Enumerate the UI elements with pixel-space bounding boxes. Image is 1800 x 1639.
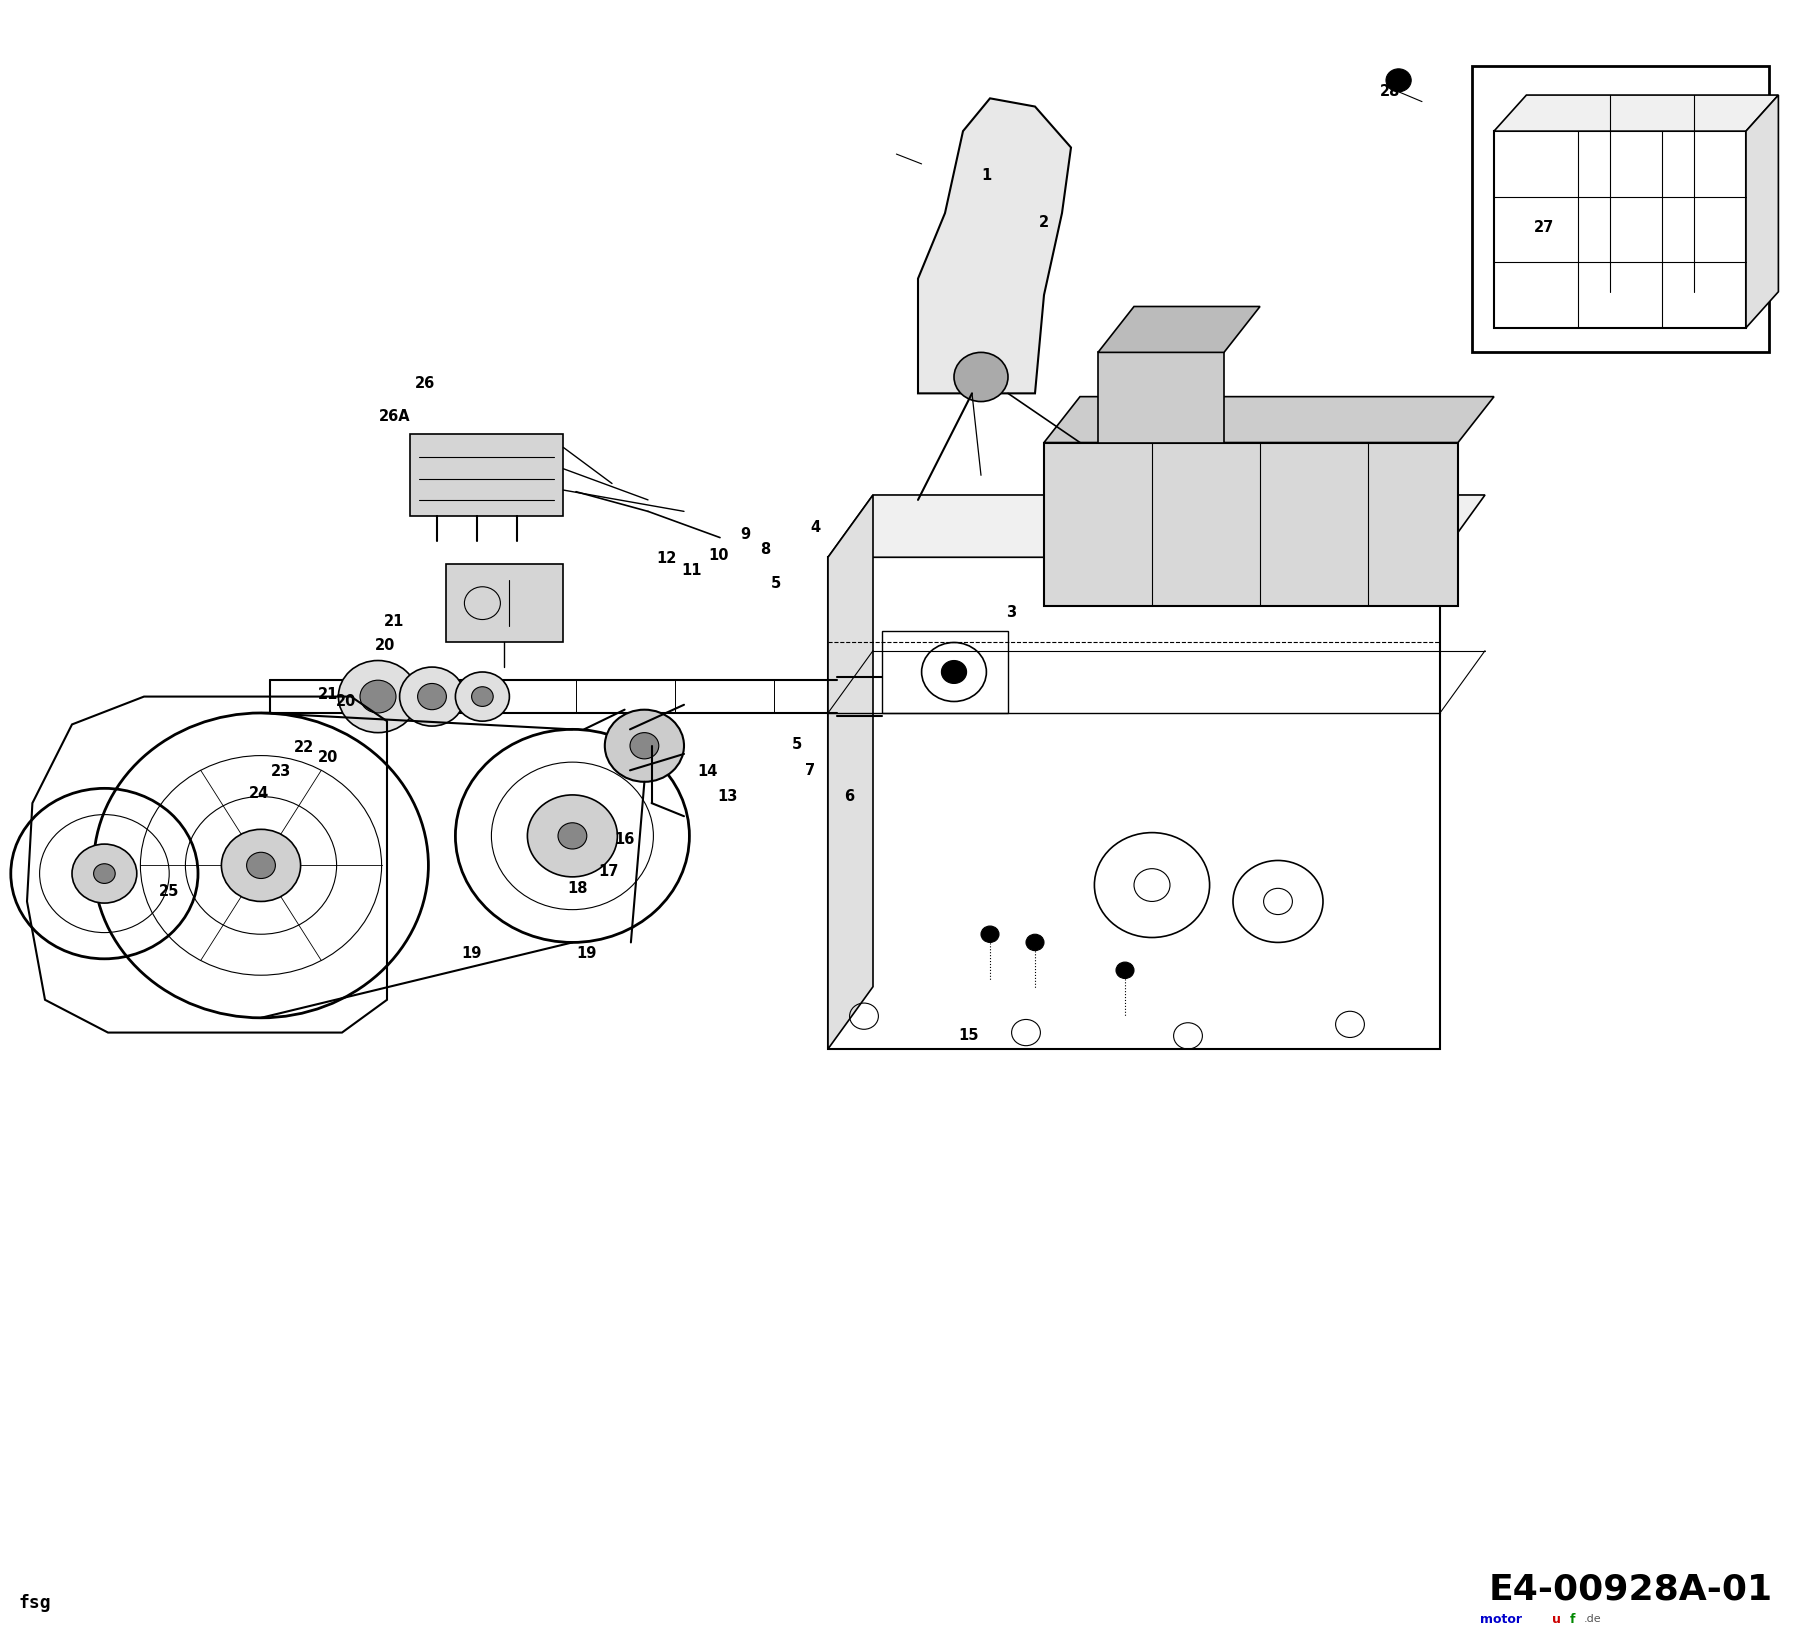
Text: 4: 4 xyxy=(810,520,821,536)
Polygon shape xyxy=(1044,443,1458,606)
Polygon shape xyxy=(1098,352,1224,443)
Polygon shape xyxy=(1746,95,1778,328)
Polygon shape xyxy=(1472,66,1769,352)
Circle shape xyxy=(941,661,967,683)
Circle shape xyxy=(1386,69,1411,92)
Circle shape xyxy=(455,672,509,721)
Text: 19: 19 xyxy=(576,946,598,962)
Circle shape xyxy=(527,795,617,877)
Text: 18: 18 xyxy=(567,880,589,897)
Text: E4-00928A-01: E4-00928A-01 xyxy=(1489,1573,1773,1606)
Circle shape xyxy=(605,710,684,782)
Text: 20: 20 xyxy=(317,749,338,765)
Circle shape xyxy=(94,864,115,883)
Polygon shape xyxy=(918,98,1071,393)
Text: 23: 23 xyxy=(270,764,292,780)
Text: 16: 16 xyxy=(614,831,635,847)
Text: 21: 21 xyxy=(317,687,338,703)
Polygon shape xyxy=(828,495,1485,557)
Text: f: f xyxy=(1570,1613,1575,1626)
Text: .de: .de xyxy=(1584,1614,1602,1624)
Text: 22: 22 xyxy=(293,739,315,756)
Text: 1: 1 xyxy=(981,167,992,184)
Circle shape xyxy=(400,667,464,726)
Circle shape xyxy=(221,829,301,901)
Text: 21: 21 xyxy=(383,613,405,629)
Text: 20: 20 xyxy=(335,693,356,710)
Circle shape xyxy=(72,844,137,903)
Circle shape xyxy=(558,823,587,849)
Text: 25: 25 xyxy=(158,883,180,900)
Text: u: u xyxy=(1552,1613,1561,1626)
Text: 19: 19 xyxy=(461,946,482,962)
Text: 14: 14 xyxy=(697,764,718,780)
Circle shape xyxy=(472,687,493,706)
Text: 10: 10 xyxy=(707,547,729,564)
Text: 3: 3 xyxy=(1006,605,1017,621)
Text: fsg: fsg xyxy=(18,1595,50,1611)
Text: 12: 12 xyxy=(655,551,677,567)
Text: 26A: 26A xyxy=(378,408,410,425)
Text: 20: 20 xyxy=(374,638,396,654)
Polygon shape xyxy=(828,495,873,1049)
Text: 8: 8 xyxy=(760,541,770,557)
Polygon shape xyxy=(1098,306,1260,352)
Circle shape xyxy=(360,680,396,713)
Circle shape xyxy=(338,661,418,733)
Text: 9: 9 xyxy=(740,526,751,543)
Text: 5: 5 xyxy=(770,575,781,592)
Polygon shape xyxy=(446,564,563,642)
Circle shape xyxy=(954,352,1008,402)
Text: 27: 27 xyxy=(1534,220,1555,236)
Circle shape xyxy=(981,926,999,942)
Polygon shape xyxy=(410,434,563,516)
Circle shape xyxy=(1026,934,1044,951)
Text: 13: 13 xyxy=(716,788,738,805)
Polygon shape xyxy=(1494,95,1778,131)
Text: 5: 5 xyxy=(792,736,803,752)
Polygon shape xyxy=(1044,397,1494,443)
Circle shape xyxy=(247,852,275,879)
Circle shape xyxy=(1116,962,1134,978)
Text: motor: motor xyxy=(1480,1613,1521,1626)
Text: 24: 24 xyxy=(248,785,270,801)
Text: 2: 2 xyxy=(1039,215,1049,231)
Circle shape xyxy=(418,683,446,710)
Text: 28: 28 xyxy=(1379,84,1400,100)
Text: 7: 7 xyxy=(805,762,815,779)
Text: 26: 26 xyxy=(414,375,436,392)
Text: 6: 6 xyxy=(844,788,855,805)
Text: 11: 11 xyxy=(680,562,702,579)
Text: 17: 17 xyxy=(598,864,619,880)
Circle shape xyxy=(630,733,659,759)
Text: 15: 15 xyxy=(958,1028,979,1044)
